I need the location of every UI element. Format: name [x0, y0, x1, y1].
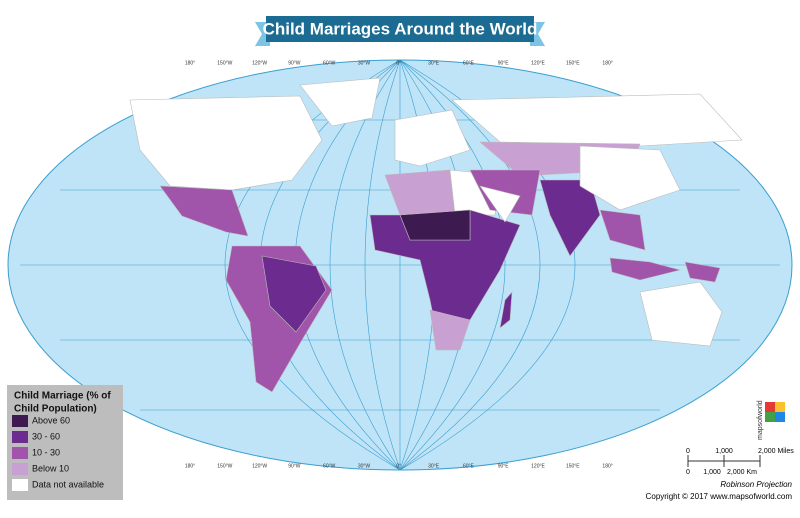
scale-label: 2,000 Km [727, 469, 757, 476]
longitude-label: 90°E [498, 60, 510, 66]
region [684, 261, 721, 283]
legend-label: Below 10 [32, 463, 69, 473]
region [429, 309, 471, 351]
logo: mapsofworld [757, 400, 785, 440]
longitude-label: 90°W [288, 463, 301, 469]
longitude-label: 30°W [358, 60, 371, 66]
longitude-label: 120°W [252, 463, 267, 469]
legend-items: Above 60 30 - 60 10 - 30 Below 10 Data not a… [12, 415, 104, 491]
longitude-label: 60°W [323, 60, 336, 66]
legend-swatch [12, 447, 28, 459]
legend-label: Data not available [32, 479, 104, 489]
longitude-label: 120°E [531, 463, 545, 469]
region [479, 185, 521, 223]
legend-swatch [12, 415, 28, 427]
longitude-label: 150°W [217, 60, 232, 66]
longitude-label: 180° [185, 60, 195, 66]
legend-label: 30 - 60 [32, 431, 60, 441]
region [609, 257, 682, 281]
longitude-label: 60°E [463, 60, 475, 66]
land [129, 77, 743, 393]
longitude-label: 0° [396, 463, 401, 469]
scale-label: 1,000 [715, 448, 733, 455]
region [399, 209, 471, 241]
longitude-label: 120°E [531, 60, 545, 66]
legend: Child Marriage (% of Child Population) A… [7, 385, 123, 500]
longitude-label: 30°W [358, 463, 371, 469]
region [394, 109, 471, 167]
logo-text: mapsofworld [757, 400, 764, 440]
region [261, 255, 327, 333]
legend-swatch [12, 463, 28, 475]
longitude-label: 0° [396, 60, 401, 66]
longitude-label: 60°W [323, 463, 336, 469]
legend-swatch [12, 431, 28, 443]
legend-swatch [12, 479, 28, 491]
projection: Robinson Projection [720, 480, 792, 489]
region [579, 145, 681, 211]
legend-title: Child Marriage (% of [14, 391, 111, 402]
region [299, 77, 381, 127]
longitude-label: 150°E [566, 60, 580, 66]
legend-label: 10 - 30 [32, 447, 60, 457]
longitude-label: 180° [602, 60, 612, 66]
longitude-label: 60°E [463, 463, 475, 469]
region [451, 93, 743, 147]
longitude-label: 120°W [252, 60, 267, 66]
copyright: Copyright © 2017 www.mapsofworld.com [646, 492, 793, 501]
scale-label: 0 [686, 448, 690, 455]
longitude-labels-top: 180° 150°W 120°W 90°W 60°W 30°W 0° 30°E 60°E 90°E… [185, 60, 613, 66]
scale-label: 1,000 [703, 469, 721, 476]
region [129, 95, 323, 191]
scale-label: 2,000 Miles [758, 448, 794, 455]
legend-label: Above 60 [32, 415, 70, 425]
longitude-label: 90°W [288, 60, 301, 66]
scale-label: 0 [686, 469, 690, 476]
title-banner: Child Marriages Around the World [255, 16, 545, 46]
region [499, 291, 513, 329]
longitude-label: 180° [602, 463, 612, 469]
longitude-label: 30°E [428, 60, 440, 66]
region [639, 281, 723, 347]
longitude-label: 150°E [566, 463, 580, 469]
region [159, 185, 249, 237]
region [599, 209, 646, 251]
legend-title: Child Population) [14, 404, 97, 415]
longitude-label: 30°E [428, 463, 440, 469]
longitude-labels-bottom: 180° 150°W 120°W 90°W 60°W 30°W 0° 30°E 60°E 90°E… [185, 463, 613, 469]
longitude-label: 180° [185, 463, 195, 469]
scale-bar: 0 1,000 2,000 Miles 0 1,000 2,000 Km Rob… [646, 448, 795, 501]
longitude-label: 90°E [498, 463, 510, 469]
longitude-label: 150°W [217, 463, 232, 469]
title: Child Marriages Around the World [263, 19, 538, 38]
